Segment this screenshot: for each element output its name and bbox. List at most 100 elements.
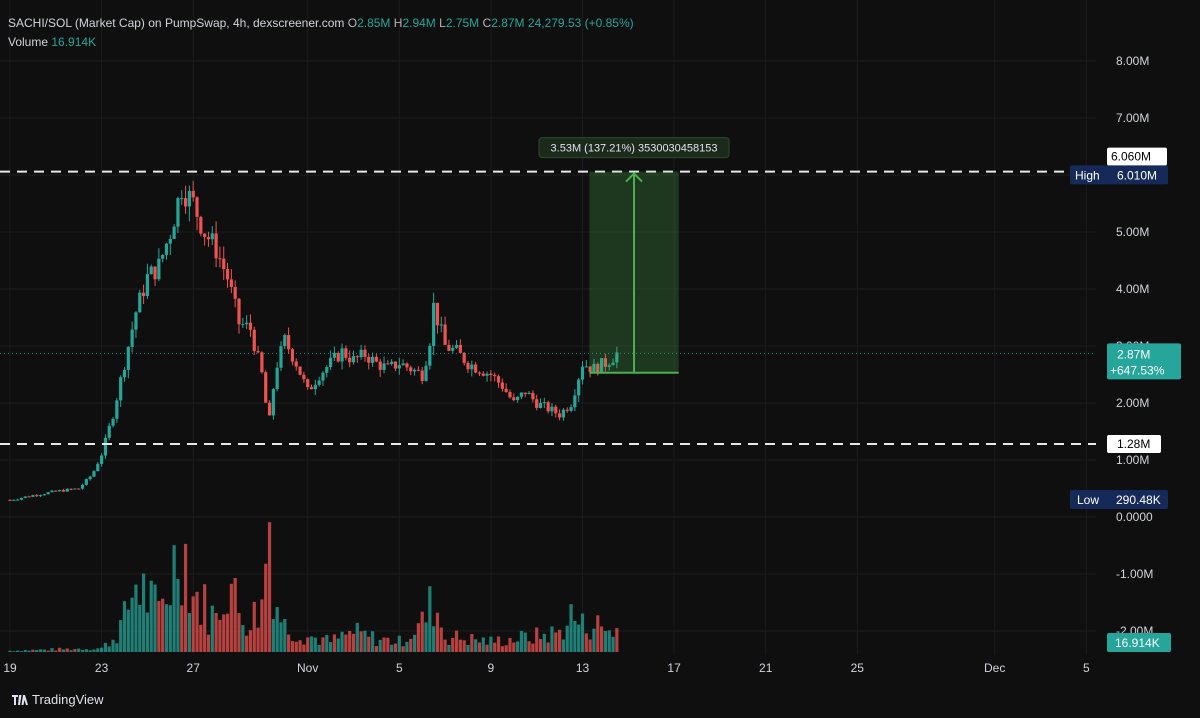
volume-bar [435, 612, 440, 652]
candle-body [477, 372, 482, 374]
volume-bar [164, 604, 169, 652]
y-tick-label: 4.00M [1116, 282, 1149, 296]
candle-body [38, 495, 43, 497]
candle-body [523, 392, 527, 395]
candle-body [145, 274, 149, 297]
volume-bar [218, 619, 222, 652]
volume-bar [550, 626, 554, 652]
volume-bar [248, 630, 253, 652]
volume-bar [588, 639, 592, 652]
volume-bar [92, 649, 96, 652]
volume-bar [306, 637, 310, 652]
volume-bar [504, 645, 508, 652]
volume-bar [462, 640, 466, 652]
candle-body [42, 494, 46, 496]
candle-body [325, 367, 329, 373]
candle-body [569, 407, 573, 411]
price-axis: 8.00M7.00M6.00M5.00M4.00M3.00M2.00M1.00M… [1070, 54, 1181, 652]
volume-bar [523, 632, 527, 652]
candle-body [115, 400, 119, 419]
candle-body [512, 397, 516, 401]
candle-body [329, 357, 333, 368]
volume-bar [454, 630, 459, 652]
volume-bar [50, 648, 54, 652]
x-tick-label: 19 [3, 661, 17, 675]
volume-bar [61, 649, 66, 652]
x-tick-label: 5 [1083, 661, 1090, 675]
volume-bar [225, 613, 230, 652]
volume-bar [367, 636, 371, 652]
candle-body [313, 384, 317, 390]
candle-body [168, 238, 172, 244]
candle-body [88, 476, 92, 480]
volume-bar [199, 624, 203, 652]
volume-bar [443, 639, 447, 652]
candle-body [218, 258, 222, 260]
candle-body [412, 369, 417, 372]
low-badge-bg [1070, 490, 1168, 509]
volume-bar [203, 584, 207, 652]
candle-body [596, 363, 600, 374]
volume-bar [535, 627, 539, 652]
volume-bar [592, 628, 596, 652]
candle-body [54, 490, 58, 492]
measure-label-box [538, 137, 730, 159]
candle-body [84, 479, 88, 485]
volume-bar [577, 624, 581, 652]
candle-body [187, 190, 191, 207]
candle-body [183, 198, 188, 207]
candle-body [466, 362, 470, 370]
volume-bar [122, 601, 127, 652]
candle-body [260, 352, 264, 373]
candle-body [77, 488, 81, 490]
volume-bar [496, 636, 501, 652]
candle-body [382, 363, 386, 370]
y-tick-label: 5.00M [1116, 225, 1149, 239]
volume-bar [386, 637, 390, 652]
candle-body [516, 396, 520, 401]
volume-bar [42, 649, 46, 652]
measure-label: 3.53M (137.21%) 3530030458153 [551, 143, 718, 155]
current-price-badge: 2.87M [1117, 347, 1150, 361]
candle-body [237, 298, 241, 325]
volume-bar [233, 577, 237, 652]
volume-bar [119, 620, 123, 652]
candle-body [359, 349, 363, 358]
candle-body [615, 352, 619, 363]
volume-bar [141, 573, 146, 652]
tradingview-branding[interactable]: TradingView [12, 692, 104, 707]
volume-bar [401, 646, 405, 652]
y-tick-label: 0.0000 [1116, 510, 1153, 524]
chart-grid [0, 0, 1096, 655]
volume-bar [599, 626, 604, 652]
candle-body [69, 488, 73, 490]
candle-body [531, 392, 535, 400]
candle-body [138, 292, 142, 313]
candle-body [401, 363, 405, 366]
volume-bar [111, 639, 115, 652]
candle-body [180, 198, 184, 200]
volume-bar [405, 641, 409, 652]
candle-body [546, 402, 550, 412]
volume-bar [542, 633, 546, 652]
volume-bar [222, 614, 226, 652]
volume-bar [344, 634, 348, 652]
candle-body [130, 329, 134, 347]
candle-body [267, 402, 272, 416]
volume-bar [172, 545, 176, 652]
volume-bar [256, 627, 260, 652]
volume-bar [187, 612, 191, 652]
candle-body [19, 497, 24, 500]
volume-bar [611, 636, 615, 652]
candle-body [149, 266, 153, 275]
volume-bar [313, 637, 317, 652]
volume-bar [206, 634, 211, 652]
candle-body [214, 233, 218, 259]
candle-body [527, 392, 531, 395]
volume-bar [88, 650, 92, 652]
candle-body [229, 279, 233, 288]
candle-body [554, 406, 558, 414]
symbol-title[interactable]: SACHI/SOL (Market Cap) on PumpSwap, 4h, … [8, 16, 345, 30]
volume-bar [294, 641, 298, 652]
